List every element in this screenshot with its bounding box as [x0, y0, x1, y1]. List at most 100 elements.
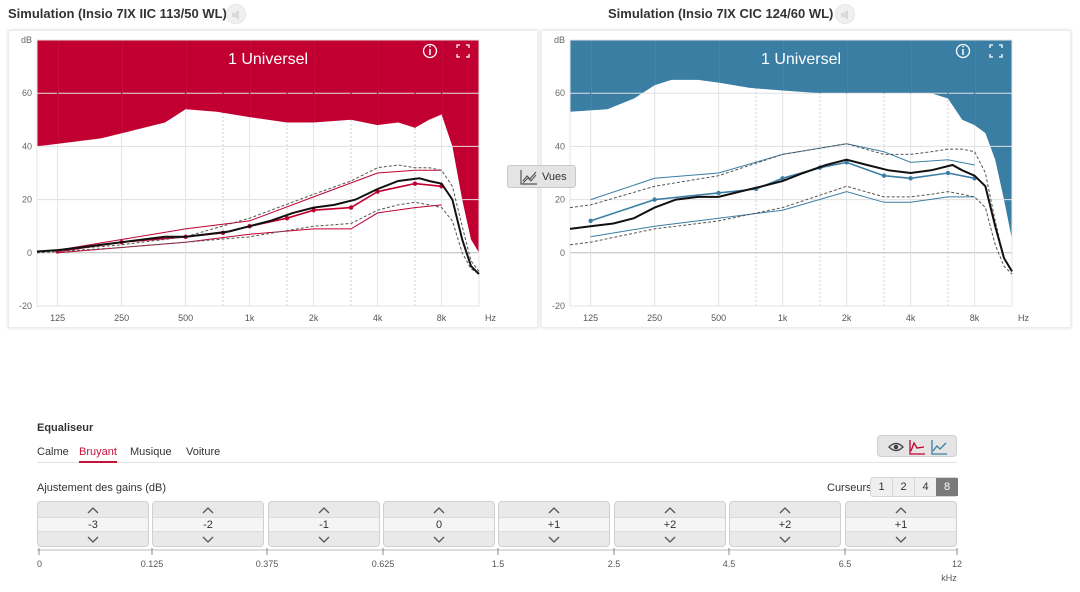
fitting-label: 1 Universel — [228, 51, 308, 68]
x-tick-label: 250 — [114, 313, 129, 323]
chevron-up-icon[interactable] — [86, 505, 100, 515]
cursor-option-8[interactable]: 8 — [936, 478, 958, 496]
info-icon[interactable] — [955, 43, 971, 59]
gain-value[interactable]: -1 — [269, 517, 379, 532]
x-tick-label: 250 — [647, 313, 662, 323]
chevron-down-icon[interactable] — [547, 535, 561, 545]
y-tick-label: 40 — [555, 141, 565, 151]
tab-musique[interactable]: Musique — [130, 446, 172, 458]
frequency-label: 0.625 — [371, 559, 395, 569]
gain-control: +2 — [614, 501, 726, 547]
right-speaker-icon[interactable] — [835, 4, 855, 24]
gain-value[interactable]: +2 — [615, 517, 725, 532]
chevron-down-icon[interactable] — [432, 535, 446, 545]
left-simulation-title: Simulation (Insio 7IX IIC 113/50 WL) — [8, 6, 227, 21]
cursor-option-2[interactable]: 2 — [893, 478, 915, 496]
cursor-option-4[interactable]: 4 — [915, 478, 937, 496]
chevron-down-icon[interactable] — [86, 535, 100, 545]
data-point — [780, 176, 785, 181]
gain-control: +1 — [498, 501, 610, 547]
gain-value[interactable]: -2 — [153, 517, 263, 532]
x-tick-label: 1k — [245, 313, 255, 323]
x-tick-label: 8k — [437, 313, 447, 323]
info-icon[interactable] — [422, 43, 438, 59]
x-tick-label: 1k — [778, 313, 788, 323]
series-target — [569, 158, 1013, 272]
x-tick-label: 4k — [373, 313, 383, 323]
fitting-label: 1 Universel — [761, 51, 841, 68]
info-icon-circle — [955, 43, 971, 59]
tab-calme[interactable]: Calme — [37, 446, 69, 458]
right-simulation-title: Simulation (Insio 7IX CIC 124/60 WL) — [608, 6, 834, 21]
curve-blue-icon[interactable] — [930, 438, 948, 456]
views-button[interactable]: Vues — [507, 165, 576, 188]
data-point — [945, 170, 951, 176]
y-tick-label: -20 — [19, 301, 32, 311]
chevron-down-icon[interactable] — [317, 535, 331, 545]
tab-voiture[interactable]: Voiture — [186, 446, 221, 458]
gain-control: -2 — [152, 501, 264, 547]
y-tick-label: dB — [21, 35, 32, 45]
data-point — [881, 173, 887, 178]
chevron-down-icon[interactable] — [894, 535, 908, 545]
data-point — [284, 216, 290, 221]
series-target — [36, 177, 480, 275]
info-icon-dot — [429, 45, 431, 48]
cursors-selector: 1 2 4 8 — [870, 477, 958, 497]
gain-value[interactable]: +1 — [499, 517, 609, 532]
chevron-down-icon[interactable] — [663, 535, 677, 545]
frequency-response-chart: dB 60 40 20 0 -20 125 250 500 1k 2k 4k 8k Hz 1 Univers… — [19, 35, 497, 323]
chevron-up-icon[interactable] — [663, 505, 677, 515]
equalizer-frequency-axis: 0 0.125 0.375 0.625 1.5 2.5 4.5 6.5 12 kHz — [0, 548, 1080, 587]
y-tick-label: -20 — [552, 301, 565, 311]
gain-value[interactable]: -3 — [38, 517, 148, 532]
gain-value[interactable]: +2 — [730, 517, 840, 532]
data-point — [716, 190, 721, 196]
cursor-option-1[interactable]: 1 — [871, 478, 893, 496]
chevron-up-icon[interactable] — [432, 505, 446, 515]
expand-icon[interactable] — [456, 44, 470, 58]
plot-frame — [36, 39, 480, 307]
chevron-up-icon[interactable] — [894, 505, 908, 515]
chevron-down-icon[interactable] — [201, 535, 215, 545]
frequency-label: 1.5 — [491, 559, 505, 569]
chevron-up-icon[interactable] — [201, 505, 215, 515]
expand-icon-corners — [456, 44, 470, 58]
chevron-down-icon[interactable] — [778, 535, 792, 545]
frequency-response-chart: dB 60 40 20 0 -20 125 250 500 1k 2k 4k 8k Hz 1 Univers… — [552, 35, 1030, 323]
view-toggle-group — [877, 435, 957, 457]
eye-icon[interactable] — [887, 438, 905, 456]
equalizer-title: Equaliseur — [37, 422, 94, 434]
data-point — [908, 176, 913, 181]
chevron-up-icon[interactable] — [547, 505, 561, 515]
y-tick-label: dB — [554, 35, 565, 45]
series-range-blue-lower — [590, 191, 975, 238]
x-axis-unit-label: Hz — [1018, 313, 1029, 323]
gain-control: 0 — [383, 501, 495, 547]
left-chart-panel: dB 60 40 20 0 -20 125 250 500 1k 2k 4k 8k Hz 1 Univers… — [8, 30, 538, 328]
chevron-up-icon[interactable] — [317, 505, 331, 515]
right-chart-panel: dB 60 40 20 0 -20 125 250 500 1k 2k 4k 8k Hz 1 Univers… — [541, 30, 1071, 328]
x-tick-label: 500 — [711, 313, 726, 323]
equalizer-tabs: Calme Bruyant Musique Voiture — [37, 446, 957, 463]
left-speaker-icon[interactable] — [226, 4, 246, 24]
tab-bruyant[interactable]: Bruyant — [79, 446, 117, 463]
views-button-label: Vues — [542, 171, 567, 183]
chevron-up-icon[interactable] — [778, 505, 792, 515]
x-tick-label: 2k — [842, 313, 852, 323]
gain-value[interactable]: 0 — [384, 517, 494, 532]
y-tick-label: 0 — [560, 248, 565, 258]
gain-value[interactable]: +1 — [846, 517, 956, 532]
gain-adjustment-label: Ajustement des gains (dB) — [37, 482, 167, 494]
x-tick-label: 125 — [583, 313, 598, 323]
y-tick-label: 0 — [27, 248, 32, 258]
y-tick-label: 20 — [22, 195, 32, 205]
expand-icon[interactable] — [989, 44, 1003, 58]
curve-red-icon[interactable] — [908, 438, 926, 456]
data-point — [311, 208, 316, 213]
x-tick-label: 125 — [50, 313, 65, 323]
y-tick-label: 40 — [22, 141, 32, 151]
frequency-label: 0.125 — [140, 559, 164, 569]
chart-view-icon — [520, 170, 537, 185]
x-tick-label: 4k — [906, 313, 916, 323]
